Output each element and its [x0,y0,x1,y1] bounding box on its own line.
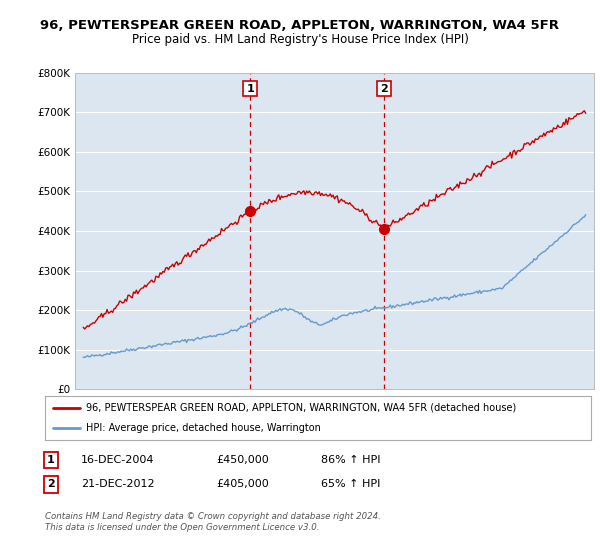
Text: 16-DEC-2004: 16-DEC-2004 [81,455,155,465]
Text: 2: 2 [47,479,55,489]
Text: HPI: Average price, detached house, Warrington: HPI: Average price, detached house, Warr… [86,423,321,433]
Text: 1: 1 [246,83,254,94]
Text: 96, PEWTERSPEAR GREEN ROAD, APPLETON, WARRINGTON, WA4 5FR: 96, PEWTERSPEAR GREEN ROAD, APPLETON, WA… [41,18,560,32]
Text: £450,000: £450,000 [216,455,269,465]
Text: Price paid vs. HM Land Registry's House Price Index (HPI): Price paid vs. HM Land Registry's House … [131,32,469,46]
Text: 86% ↑ HPI: 86% ↑ HPI [321,455,380,465]
Text: Contains HM Land Registry data © Crown copyright and database right 2024.
This d: Contains HM Land Registry data © Crown c… [45,512,381,532]
Text: 65% ↑ HPI: 65% ↑ HPI [321,479,380,489]
Text: £405,000: £405,000 [216,479,269,489]
Text: 21-DEC-2012: 21-DEC-2012 [81,479,155,489]
Text: 1: 1 [47,455,55,465]
Text: 96, PEWTERSPEAR GREEN ROAD, APPLETON, WARRINGTON, WA4 5FR (detached house): 96, PEWTERSPEAR GREEN ROAD, APPLETON, WA… [86,403,516,413]
Text: 2: 2 [380,83,388,94]
